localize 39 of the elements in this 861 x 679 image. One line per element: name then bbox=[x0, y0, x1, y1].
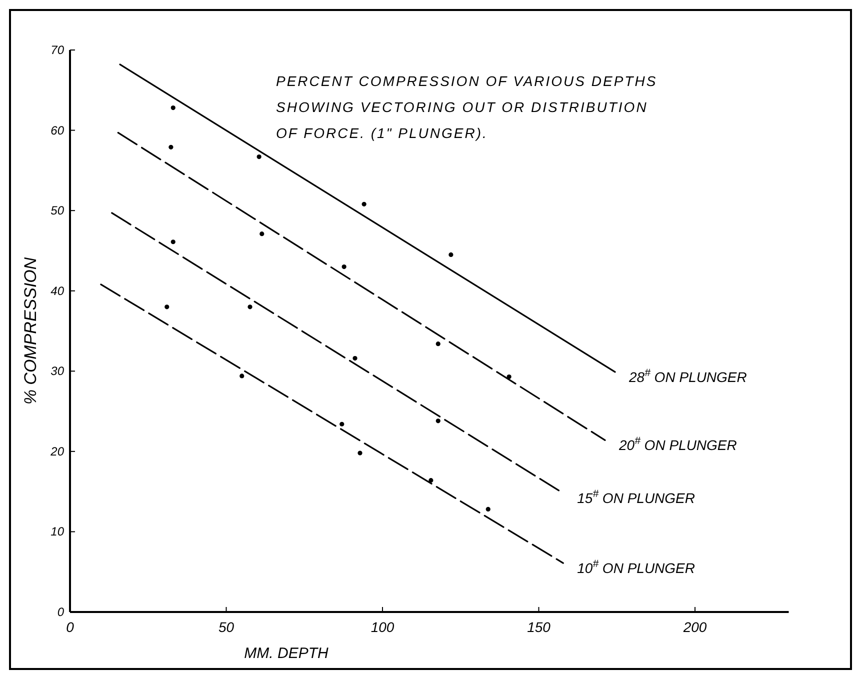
point bbox=[436, 342, 440, 346]
y-tick-label: 10 bbox=[50, 524, 64, 539]
series-label: 20$^{#}$ ON PLUNGER bbox=[618, 435, 737, 454]
series-label: 15$^{#}$ ON PLUNGER bbox=[577, 488, 696, 506]
point bbox=[352, 356, 358, 361]
point bbox=[358, 450, 362, 456]
point bbox=[448, 252, 454, 258]
y-tick-label: 60 bbox=[50, 123, 64, 138]
point bbox=[170, 106, 176, 110]
x-axis-title: MM. DEPTH bbox=[244, 645, 328, 662]
y-tick-label: 30 bbox=[50, 364, 64, 378]
y-tick-label: 70 bbox=[50, 43, 64, 57]
x-tick-label: 50 bbox=[218, 619, 234, 635]
series-label: 28$^{#}$ ON PLUNGER bbox=[628, 366, 747, 385]
point bbox=[340, 422, 344, 426]
y-tick-label: 20 bbox=[50, 444, 64, 458]
point bbox=[170, 240, 176, 244]
point bbox=[240, 374, 244, 378]
point bbox=[168, 144, 174, 150]
point bbox=[260, 232, 264, 236]
series-label: 10$^{#}$ ON PLUNGER bbox=[577, 558, 696, 576]
x-tick-label: 150 bbox=[527, 619, 551, 635]
x-tick-label: 200 bbox=[682, 619, 707, 635]
point bbox=[164, 304, 170, 310]
point bbox=[256, 154, 262, 160]
x-tick-label: 100 bbox=[370, 619, 394, 635]
point bbox=[428, 478, 434, 483]
point bbox=[486, 506, 490, 512]
point bbox=[248, 304, 252, 310]
y-tick-label: 0 bbox=[57, 605, 64, 619]
y-tick-label: 50 bbox=[50, 204, 64, 218]
point bbox=[506, 374, 512, 380]
point bbox=[436, 418, 440, 424]
y-tick-label: 40 bbox=[50, 284, 64, 298]
x-tick-label: 0 bbox=[66, 619, 74, 635]
text: PERCENT COMPRESSION OF VARIOUS DEPTHS SHOWING VECTORING OUT OR DISTRIBUTION OF FORCE. (1" PLUNGER). bbox=[276, 73, 658, 141]
point bbox=[342, 264, 346, 270]
y-axis-title: % COMPRESSION bbox=[21, 256, 40, 405]
point bbox=[362, 202, 366, 206]
